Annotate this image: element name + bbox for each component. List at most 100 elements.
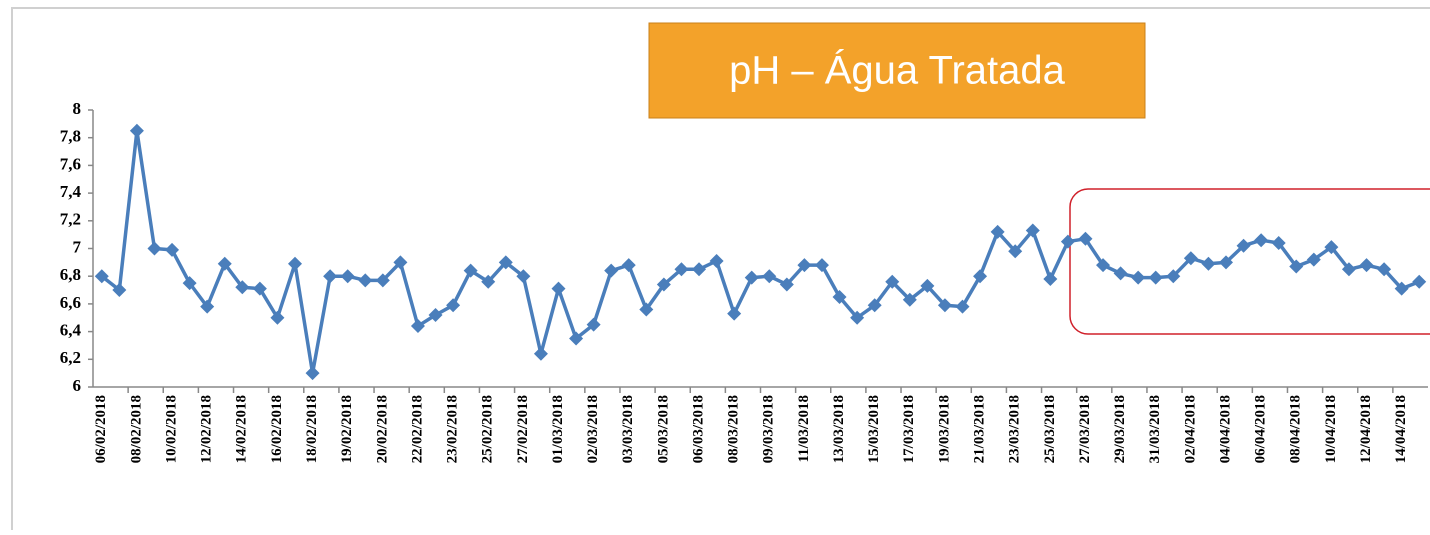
marker [621, 258, 636, 273]
marker [446, 298, 461, 313]
marker [1113, 266, 1128, 281]
marker [1341, 262, 1356, 277]
marker [305, 366, 320, 381]
marker [393, 255, 408, 270]
marker [1183, 251, 1198, 266]
x-tick-label: 06/04/2018 [1253, 395, 1269, 463]
x-tick-label: 27/03/2018 [1077, 395, 1093, 463]
marker [569, 331, 584, 346]
x-tick-label: 22/02/2018 [409, 395, 425, 463]
x-tick-label: 12/04/2018 [1358, 395, 1374, 463]
marker [129, 123, 144, 138]
x-tick-label: 14/04/2018 [1393, 395, 1409, 463]
marker [498, 255, 513, 270]
marker [937, 298, 952, 313]
marker [955, 299, 970, 314]
marker [516, 269, 531, 284]
marker [1377, 262, 1392, 277]
y-tick-label: 7,2 [60, 210, 81, 229]
marker [990, 224, 1005, 239]
marker [902, 292, 917, 307]
marker [832, 289, 847, 304]
x-tick-label: 29/03/2018 [1112, 395, 1128, 463]
y-tick-label: 8 [73, 99, 82, 118]
marker [1271, 235, 1286, 250]
marker [727, 306, 742, 321]
marker [674, 262, 689, 277]
x-tick-label: 11/03/2018 [796, 395, 812, 463]
x-tick-label: 08/03/2018 [726, 395, 742, 463]
marker [551, 281, 566, 296]
x-tick-label: 06/02/2018 [93, 395, 109, 463]
x-tick-label: 25/03/2018 [1042, 395, 1058, 463]
x-tick-label: 23/02/2018 [445, 395, 461, 463]
x-tick-label: 01/03/2018 [550, 395, 566, 463]
marker [1166, 269, 1181, 284]
marker [410, 319, 425, 334]
x-tick-label: 05/03/2018 [655, 395, 671, 463]
marker [1060, 234, 1075, 249]
x-tick-label: 23/03/2018 [1007, 395, 1023, 463]
marker [1078, 231, 1093, 246]
x-tick-label: 16/02/2018 [269, 395, 285, 463]
x-tick-label: 10/04/2018 [1323, 395, 1339, 463]
marker [112, 283, 127, 298]
marker [1324, 240, 1339, 255]
line [100, 129, 1420, 375]
marker [814, 258, 829, 273]
marker [639, 302, 654, 317]
marker [165, 242, 180, 257]
marker [94, 269, 109, 284]
marker [1148, 270, 1163, 285]
marker [200, 299, 215, 314]
marker [604, 263, 619, 278]
y-tick-label: 7,4 [60, 182, 82, 201]
marker [709, 253, 724, 268]
marker [323, 269, 338, 284]
marker [1359, 258, 1374, 273]
marker [920, 278, 935, 293]
y-tick-label: 7,6 [60, 154, 81, 173]
marker [586, 317, 601, 332]
marker [744, 270, 759, 285]
marker [885, 274, 900, 289]
marker [762, 269, 777, 284]
y-tick-label: 6,2 [60, 348, 81, 367]
chart-title: pH – Água Tratada [729, 48, 1066, 93]
marker [1254, 233, 1269, 248]
marker [358, 273, 373, 288]
x-tick-label: 02/03/2018 [585, 395, 601, 463]
x-tick-label: 12/02/2018 [199, 395, 215, 463]
marker [375, 273, 390, 288]
marker [1412, 274, 1427, 289]
marker [235, 280, 250, 295]
highlight-box [1069, 188, 1430, 335]
marker [1218, 255, 1233, 270]
x-tick-label: 21/03/2018 [972, 395, 988, 463]
marker [779, 277, 794, 292]
marker [217, 256, 232, 271]
y-tick-label: 6,6 [60, 293, 81, 312]
x-tick-label: 04/04/2018 [1217, 395, 1233, 463]
x-tick-label: 25/02/2018 [480, 395, 496, 463]
y-tick-label: 6,4 [60, 321, 82, 340]
marker [270, 310, 285, 325]
marker [692, 262, 707, 277]
marker [797, 258, 812, 273]
x-tick-label: 08/02/2018 [128, 395, 144, 463]
marker [1236, 238, 1251, 253]
x-tick-label: 02/04/2018 [1182, 395, 1198, 463]
marker [1289, 259, 1304, 274]
x-tick-label: 31/03/2018 [1147, 395, 1163, 463]
marker [252, 281, 267, 296]
x-tick-label: 27/02/2018 [515, 395, 531, 463]
marker [1394, 281, 1409, 296]
marker [481, 274, 496, 289]
x-tick-label: 13/03/2018 [831, 395, 847, 463]
x-tick-label: 14/02/2018 [234, 395, 250, 463]
marker [1201, 256, 1216, 271]
x-tick-label: 09/03/2018 [761, 395, 777, 463]
y-tick-label: 7 [73, 237, 82, 256]
marker [340, 269, 355, 284]
